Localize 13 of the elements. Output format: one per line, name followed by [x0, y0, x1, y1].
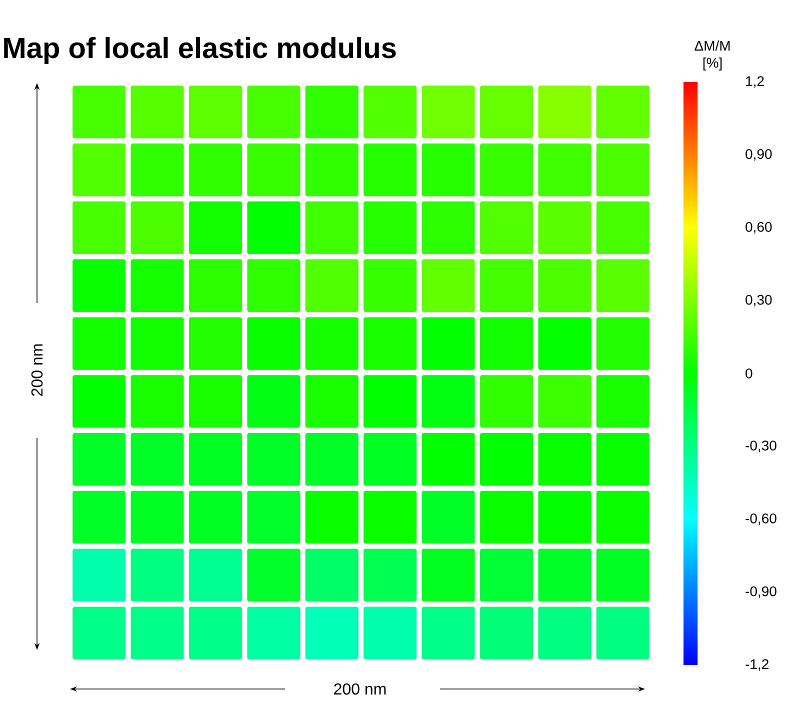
color-bar-label: 0,60: [746, 222, 772, 234]
color-bar-label: -0,60: [746, 513, 776, 526]
color-bar-label: -0,30: [746, 440, 776, 452]
x-axis-title: 200 nm: [334, 683, 386, 695]
y-axis-title: 200 nm: [31, 344, 43, 396]
color-bar-label: 1,2: [746, 76, 764, 88]
color-bar-title: ΔM/M [%]: [694, 40, 730, 70]
chart-title: Map of local elastic modulus: [4, 36, 396, 64]
color-bar-label: 0,90: [746, 149, 772, 161]
color-bar-label: -0,90: [746, 586, 776, 598]
color-bar-label: -1,2: [746, 659, 768, 671]
color-bar-label: 0,30: [746, 294, 772, 306]
color-bar-label: 0: [746, 368, 752, 378]
